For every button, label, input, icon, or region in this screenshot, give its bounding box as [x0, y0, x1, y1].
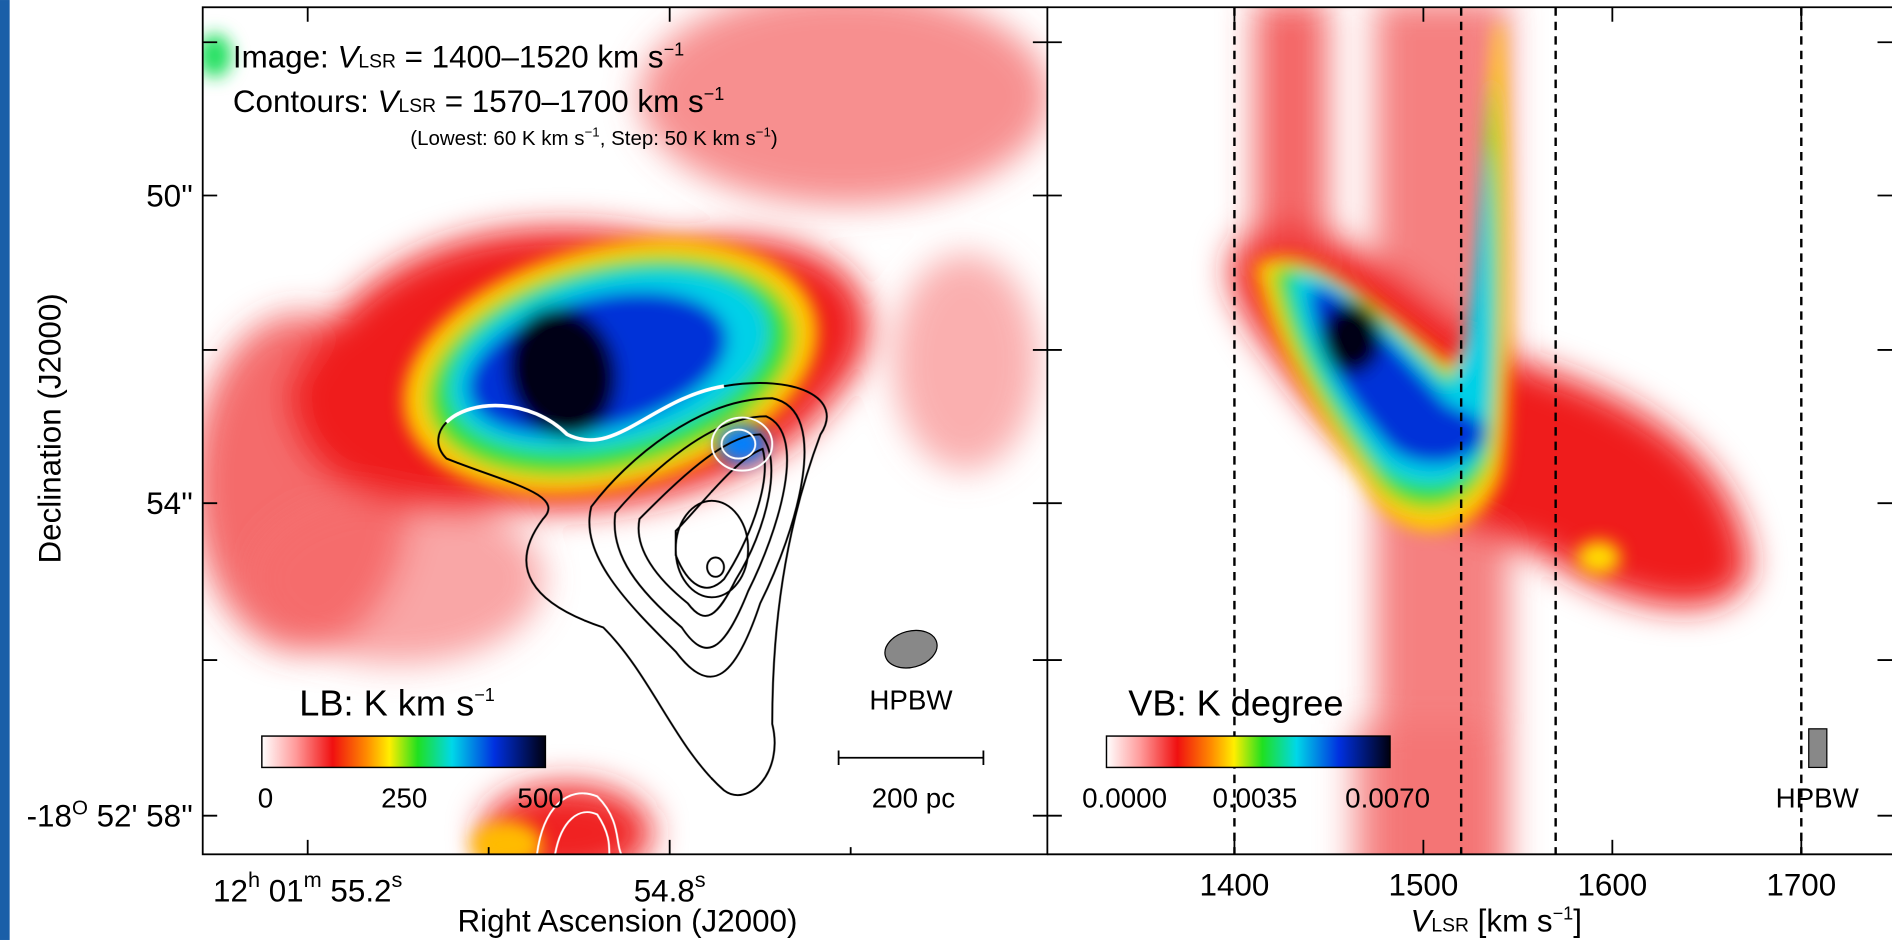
right-colorbar-tick: 0.0070 [1345, 782, 1430, 813]
scale-bar [837, 750, 985, 766]
y-tick-label: 54'' [146, 486, 193, 521]
x-tick-label: 1400 [1200, 867, 1270, 902]
contours-annotation: Contours: VLSR = 1570–1700 km s−1 [233, 84, 724, 119]
right-colorbar [1105, 735, 1391, 769]
x-axis-title: Right Ascension (J2000) [457, 904, 797, 939]
left-colorbar-tick: 0 [258, 782, 273, 813]
frames [201, 6, 1892, 856]
left-colorbar-tick: 250 [381, 782, 427, 813]
y-axis-title: Declination (J2000) [32, 293, 67, 563]
left-colorbar [261, 735, 547, 769]
beam-label: HPBW [869, 685, 953, 716]
image-annotation: Image: VLSR = 1400–1520 km s−1 [233, 40, 684, 75]
contour-note: (Lowest: 60 K km s−1, Step: 50 K km s−1) [410, 124, 777, 149]
right-colorbar-tick: 0.0035 [1212, 782, 1297, 813]
intensity-map [202, 7, 1048, 855]
beam-label: HPBW [1776, 782, 1860, 813]
left-colorbar-title: LB: K km s−1 [299, 683, 495, 724]
x-tick-label: 12h 01m 55.2s [213, 867, 402, 908]
x-axis-title: VLSR [km s−1] [1411, 903, 1582, 938]
x-tick-label: 1700 [1766, 867, 1836, 902]
left-colorbar-tick: 500 [517, 782, 563, 813]
side-strip [0, 0, 10, 940]
x-tick-label: 54.8s [634, 867, 706, 908]
y-tick-label: -18O 52' 58'' [27, 796, 193, 833]
contours [437, 382, 828, 855]
tick-marks [202, 7, 1892, 855]
right-colorbar-tick: 0.0000 [1082, 782, 1167, 813]
beam [1808, 728, 1828, 769]
beam [884, 629, 938, 669]
x-tick-label: 1500 [1389, 867, 1459, 902]
x-tick-label: 1600 [1577, 867, 1647, 902]
right-ticks: 1400 1500 1600 1700 [1200, 7, 1836, 902]
scale-bar-label: 200 pc [872, 782, 955, 813]
right-colorbar-title: VB: K degree [1128, 683, 1343, 724]
left-frame [201, 6, 1049, 856]
pv-map [1230, 7, 1750, 855]
y-tick-label: 50'' [146, 178, 193, 213]
